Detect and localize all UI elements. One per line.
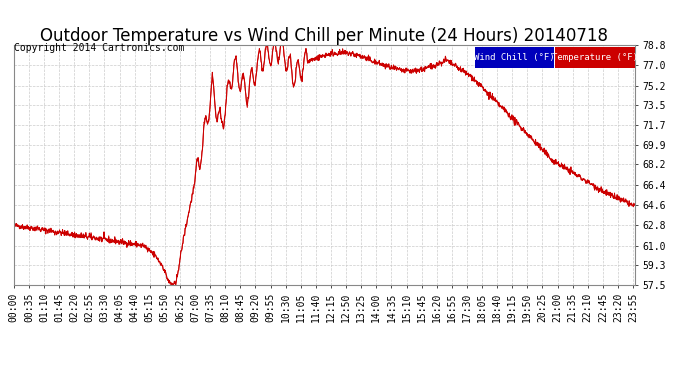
Title: Outdoor Temperature vs Wind Chill per Minute (24 Hours) 20140718: Outdoor Temperature vs Wind Chill per Mi… bbox=[40, 27, 609, 45]
Text: Wind Chill (°F): Wind Chill (°F) bbox=[474, 53, 555, 62]
Text: Copyright 2014 Cartronics.com: Copyright 2014 Cartronics.com bbox=[14, 43, 184, 52]
Text: Temperature (°F): Temperature (°F) bbox=[552, 53, 638, 62]
